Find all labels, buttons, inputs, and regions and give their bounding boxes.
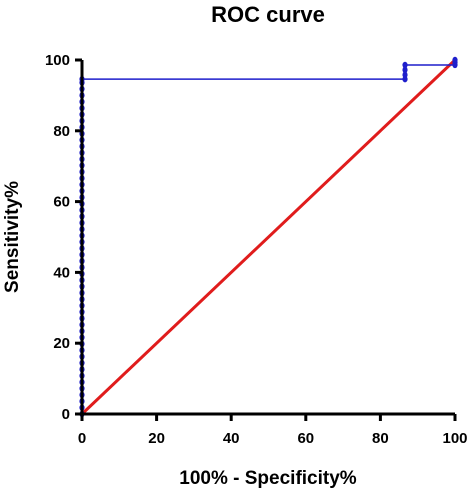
chart-title: ROC curve: [211, 2, 325, 27]
plot-area: [79, 56, 458, 418]
data-point-56: [402, 66, 408, 74]
x-tick-label: 80: [372, 430, 389, 447]
x-tick-label: 0: [78, 430, 86, 447]
y-tick-label: 20: [53, 335, 70, 352]
x-tick-label: 40: [223, 430, 240, 447]
data-point-60: [452, 56, 458, 64]
data-point-55: [402, 71, 408, 79]
series-1: [80, 58, 457, 416]
y-tick-label: 0: [62, 406, 70, 423]
y-axis-label: Sensitivity%: [2, 181, 23, 293]
y-tick-label: 60: [53, 194, 70, 211]
x-axis-ticks: 0 20 40 60 80 100: [78, 414, 468, 447]
x-tick-label: 20: [148, 430, 165, 447]
y-tick-label: 80: [53, 123, 70, 140]
x-tick-label: 100: [442, 430, 467, 447]
x-axis-label: 100% - Specificity%: [179, 468, 357, 489]
data-point-57: [402, 61, 408, 69]
y-axis-ticks: 0 20 40 60 80 100: [45, 52, 82, 423]
y-tick-label: 40: [53, 264, 70, 281]
y-tick-label: 100: [45, 52, 70, 69]
series-1-line: [80, 58, 457, 416]
x-tick-label: 60: [297, 430, 314, 447]
